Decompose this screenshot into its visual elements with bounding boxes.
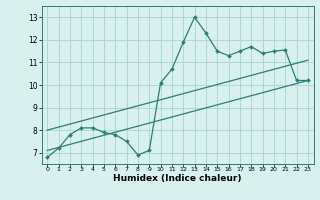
X-axis label: Humidex (Indice chaleur): Humidex (Indice chaleur) — [113, 174, 242, 183]
